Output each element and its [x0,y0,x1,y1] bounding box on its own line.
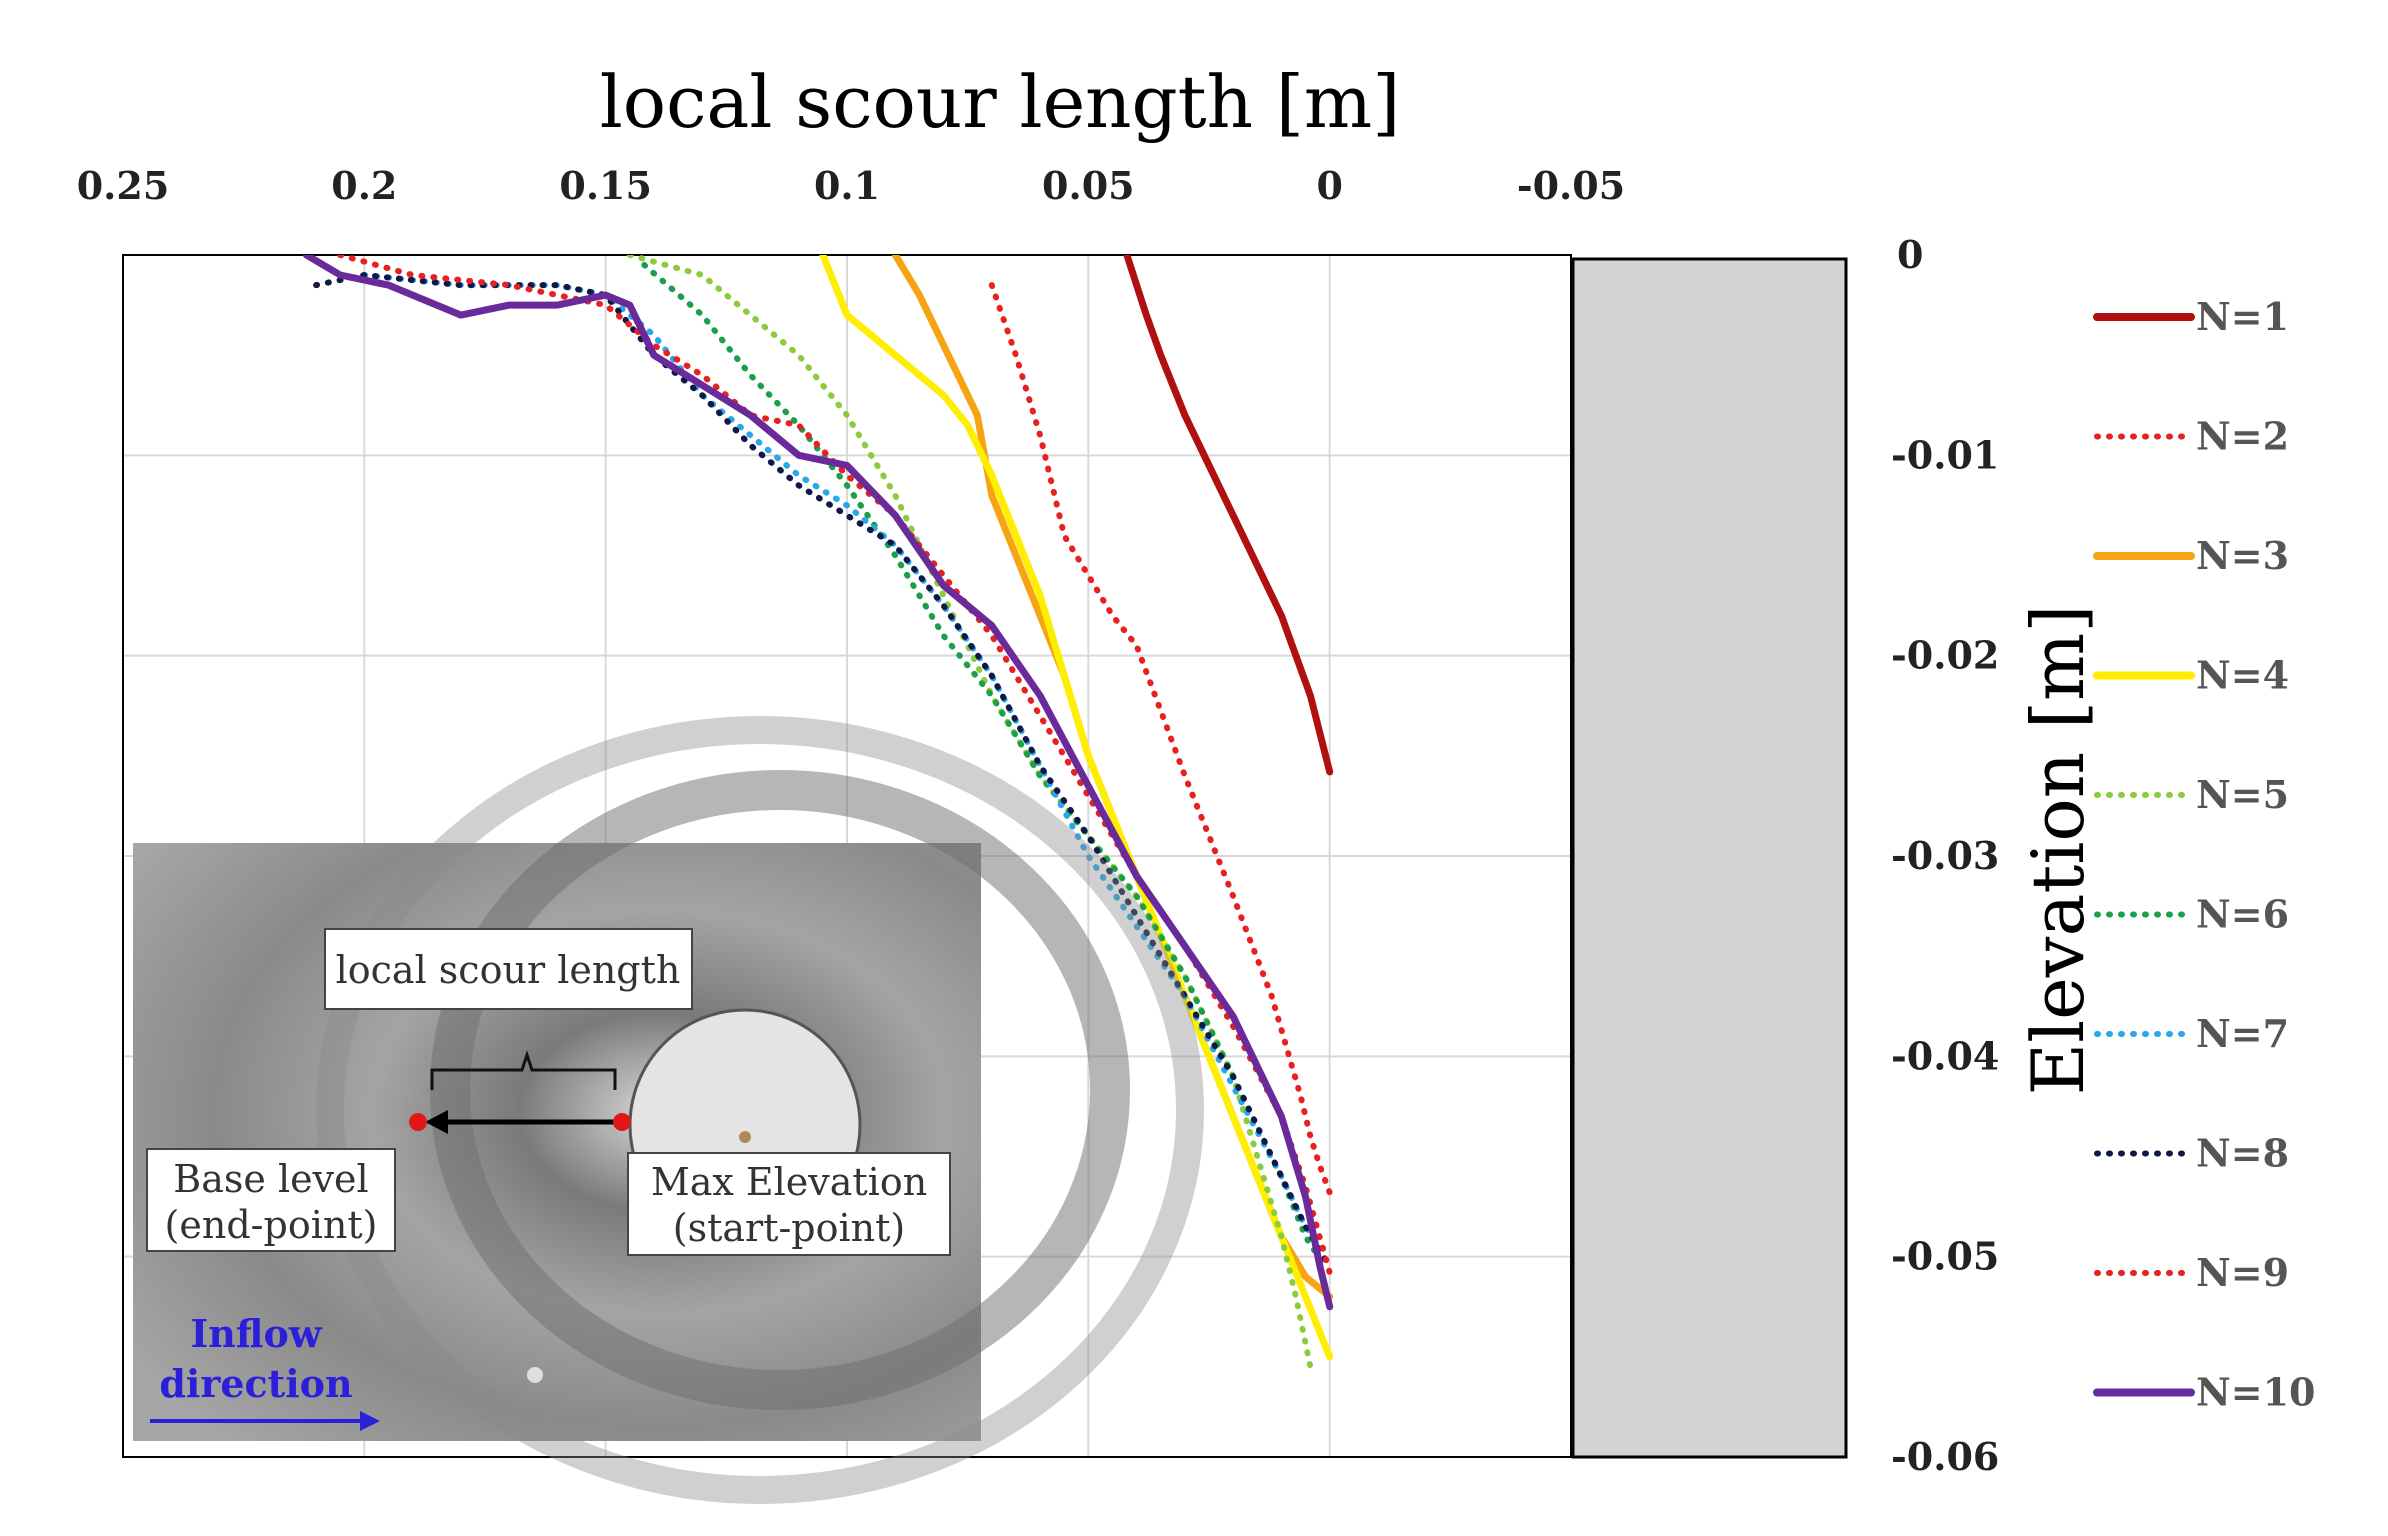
y-tick-label: -0.02 [1891,633,1999,678]
inset-inflow-line2: direction [159,1361,352,1406]
legend-label: N=4 [2196,653,2289,698]
inset-max-elevation-line2: (start-point) [673,1206,905,1250]
x-tick-label: -0.05 [1517,163,1625,208]
inset-scour-ring [430,770,1130,1410]
inset-start-point-marker [613,1113,631,1131]
inset-max-elevation-line1: Max Elevation [651,1160,927,1204]
series-lines [302,255,1334,1370]
inset-callout-text: local scour length [336,948,681,992]
y-tick-label: -0.01 [1891,432,1999,477]
x-tick-label: 0.25 [77,163,170,208]
series-line-n-4 [819,255,1334,1361]
inset-scour-ring-outer [316,716,1204,1504]
series-line-n-6 [641,262,1328,1270]
legend-label: N=2 [2196,414,2289,459]
inset-inflow-arrow-head [360,1411,380,1431]
inset-pier-center-dot [739,1131,751,1143]
legend-label: N=6 [2196,892,2289,937]
inset-max-elevation-box [627,1152,951,1256]
y-tick-label: -0.06 [1891,1434,1999,1479]
inset-illustration: local scour length Base level (end-point… [133,716,1204,1504]
legend-label: N=8 [2196,1131,2289,1176]
legend-label: N=1 [2196,294,2289,339]
x-tick-label: 0.2 [331,163,397,208]
legend-label: N=10 [2196,1370,2315,1415]
series-line-n-10 [302,255,1334,1311]
legend-label: N=3 [2196,533,2289,578]
pier-block [1571,257,1848,1459]
x-tick-labels: 0.25 0.2 0.15 0.1 0.05 0 -0.05 [77,163,1625,208]
inset-inflow-line1: Inflow [190,1311,322,1356]
inset-callout-box [324,928,693,1010]
inset-base-level-line1: Base level [173,1157,368,1201]
y-axis-title: Elevation [m] [2016,605,2100,1096]
x-tick-label: 0.1 [814,163,880,208]
x-tick-label: 0.15 [559,163,652,208]
legend: N=1 N=2 N=3 N=4 N=5 N=6 N=7 N=8 N=9 N=10 [2093,294,2315,1415]
inset-small-spot [527,1367,543,1383]
y-tick-label: -0.04 [1891,1033,1999,1078]
plot-area-frame [122,254,1572,1458]
legend-label: N=7 [2196,1011,2289,1056]
inset-base-level-box [146,1148,396,1252]
x-tick-label: 0.05 [1042,163,1135,208]
y-tick-label: 0 [1897,232,1923,277]
y-tick-label: -0.05 [1891,1234,1999,1279]
legend-label: N=5 [2196,772,2289,817]
x-axis-title: local scour length [m] [600,60,1401,144]
y-tick-label: -0.03 [1891,833,1999,878]
series-line-n-1 [1123,255,1334,776]
inset-end-point-marker [409,1113,427,1131]
inset-base-level-line2: (end-point) [165,1203,378,1247]
inset-brace [430,1050,617,1090]
y-tick-labels: 0 -0.01 -0.02 -0.03 -0.04 -0.05 -0.06 [1891,232,1999,1479]
x-tick-label: 0 [1316,163,1342,208]
inset-arrow-head [425,1110,448,1134]
legend-label: N=9 [2196,1250,2289,1295]
